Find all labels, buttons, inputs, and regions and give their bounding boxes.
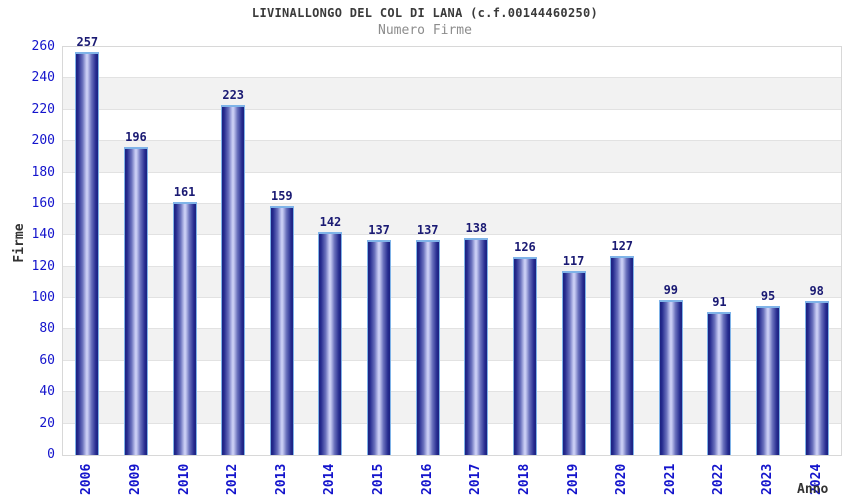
y-tick-label: 140 bbox=[31, 227, 55, 243]
bar-value-label: 257 bbox=[76, 34, 99, 49]
grid-band bbox=[63, 47, 841, 78]
y-tick-label: 40 bbox=[39, 384, 55, 400]
y-tick-label: 180 bbox=[31, 164, 55, 180]
y-tick-label: 100 bbox=[31, 290, 55, 306]
x-tick-label: 2014 bbox=[322, 463, 338, 495]
x-tick-label: 2018 bbox=[516, 463, 532, 495]
bar-value-label: 142 bbox=[319, 215, 342, 230]
y-axis-title: Firme bbox=[12, 223, 27, 263]
gridline bbox=[63, 359, 841, 361]
bar-value-label: 127 bbox=[611, 238, 634, 253]
grid-band bbox=[63, 110, 841, 141]
y-tick-label: 60 bbox=[39, 352, 55, 368]
x-tick-label: 2019 bbox=[565, 463, 581, 495]
y-tick-label: 80 bbox=[39, 321, 55, 337]
x-tick-label: 2016 bbox=[419, 463, 435, 495]
x-axis-title: Anno bbox=[797, 482, 829, 497]
bar-value-label: 138 bbox=[465, 221, 488, 236]
y-axis: 0 20 40 60 80 100 120 140 160 180 200 220 240 260 bbox=[0, 40, 55, 462]
grid-band bbox=[63, 78, 841, 110]
x-tick-label: 2020 bbox=[614, 463, 630, 495]
chart-subtitle: Numero Firme bbox=[378, 23, 472, 38]
bar bbox=[367, 240, 392, 455]
plot-area: 257 196 161 223 159 142 137 137 138 126 117 127 99 91… bbox=[62, 35, 842, 456]
gridline bbox=[63, 328, 841, 330]
bar bbox=[804, 301, 829, 455]
x-tick-label: 2010 bbox=[176, 463, 192, 495]
bar bbox=[415, 240, 440, 455]
gridline bbox=[63, 422, 841, 424]
bar bbox=[512, 257, 537, 455]
x-tick-label: 2022 bbox=[711, 463, 727, 495]
x-tick-label: 2015 bbox=[371, 463, 387, 495]
bar bbox=[464, 238, 489, 455]
bar bbox=[75, 51, 100, 455]
y-tick-label: 240 bbox=[31, 70, 55, 86]
gridline bbox=[63, 171, 841, 173]
y-tick-label: 120 bbox=[31, 258, 55, 274]
x-tick-label: 2021 bbox=[662, 463, 678, 495]
gridline bbox=[63, 140, 841, 142]
bar-value-label: 137 bbox=[368, 223, 390, 238]
bar bbox=[610, 255, 635, 455]
x-tick-label: 2009 bbox=[127, 463, 143, 495]
gridline bbox=[63, 297, 841, 299]
bar-value-label: 137 bbox=[416, 223, 439, 238]
x-tick-label: 2023 bbox=[760, 463, 776, 495]
y-tick-label: 220 bbox=[31, 101, 55, 117]
bar bbox=[221, 105, 246, 455]
gridline bbox=[63, 202, 841, 204]
y-tick-label: 0 bbox=[47, 447, 55, 462]
bar bbox=[756, 305, 781, 455]
bar-value-label: 99 bbox=[663, 282, 679, 297]
bar bbox=[658, 299, 683, 455]
bar bbox=[561, 271, 586, 455]
x-tick-label: 2017 bbox=[468, 463, 484, 495]
gridline bbox=[63, 391, 841, 393]
y-tick-label: 20 bbox=[39, 415, 55, 431]
bar-value-label: 117 bbox=[562, 254, 585, 269]
chart-title: LIVINALLONGO DEL COL DI LANA (c.f.001444… bbox=[251, 6, 599, 20]
bar-value-label: 161 bbox=[173, 185, 196, 200]
bar-value-label: 98 bbox=[809, 284, 824, 299]
bar bbox=[707, 312, 732, 455]
y-tick-label: 160 bbox=[31, 195, 55, 211]
y-tick-label: 260 bbox=[31, 39, 55, 54]
y-tick-label: 200 bbox=[31, 133, 55, 149]
x-tick-label: 2006 bbox=[79, 463, 95, 495]
gridline bbox=[63, 234, 841, 236]
bar-value-label: 159 bbox=[270, 188, 293, 203]
gridline bbox=[63, 77, 841, 79]
bar bbox=[172, 202, 197, 455]
bar-value-label: 91 bbox=[712, 295, 727, 310]
x-tick-label: 2013 bbox=[273, 463, 289, 495]
bar-value-label: 196 bbox=[125, 130, 147, 145]
bar bbox=[269, 205, 294, 455]
bar-value-label: 126 bbox=[514, 240, 536, 255]
gridline bbox=[63, 108, 841, 110]
bar bbox=[318, 232, 343, 455]
x-tick-label: 2012 bbox=[225, 463, 241, 495]
x-axis: 2006 2009 2010 2012 2013 2014 2015 2016 2017 2018… bbox=[63, 455, 843, 500]
gridline bbox=[63, 265, 841, 267]
bar bbox=[123, 147, 148, 455]
grid-band bbox=[63, 141, 841, 173]
bar-value-label: 95 bbox=[760, 288, 776, 303]
bar-value-label: 223 bbox=[222, 88, 245, 103]
